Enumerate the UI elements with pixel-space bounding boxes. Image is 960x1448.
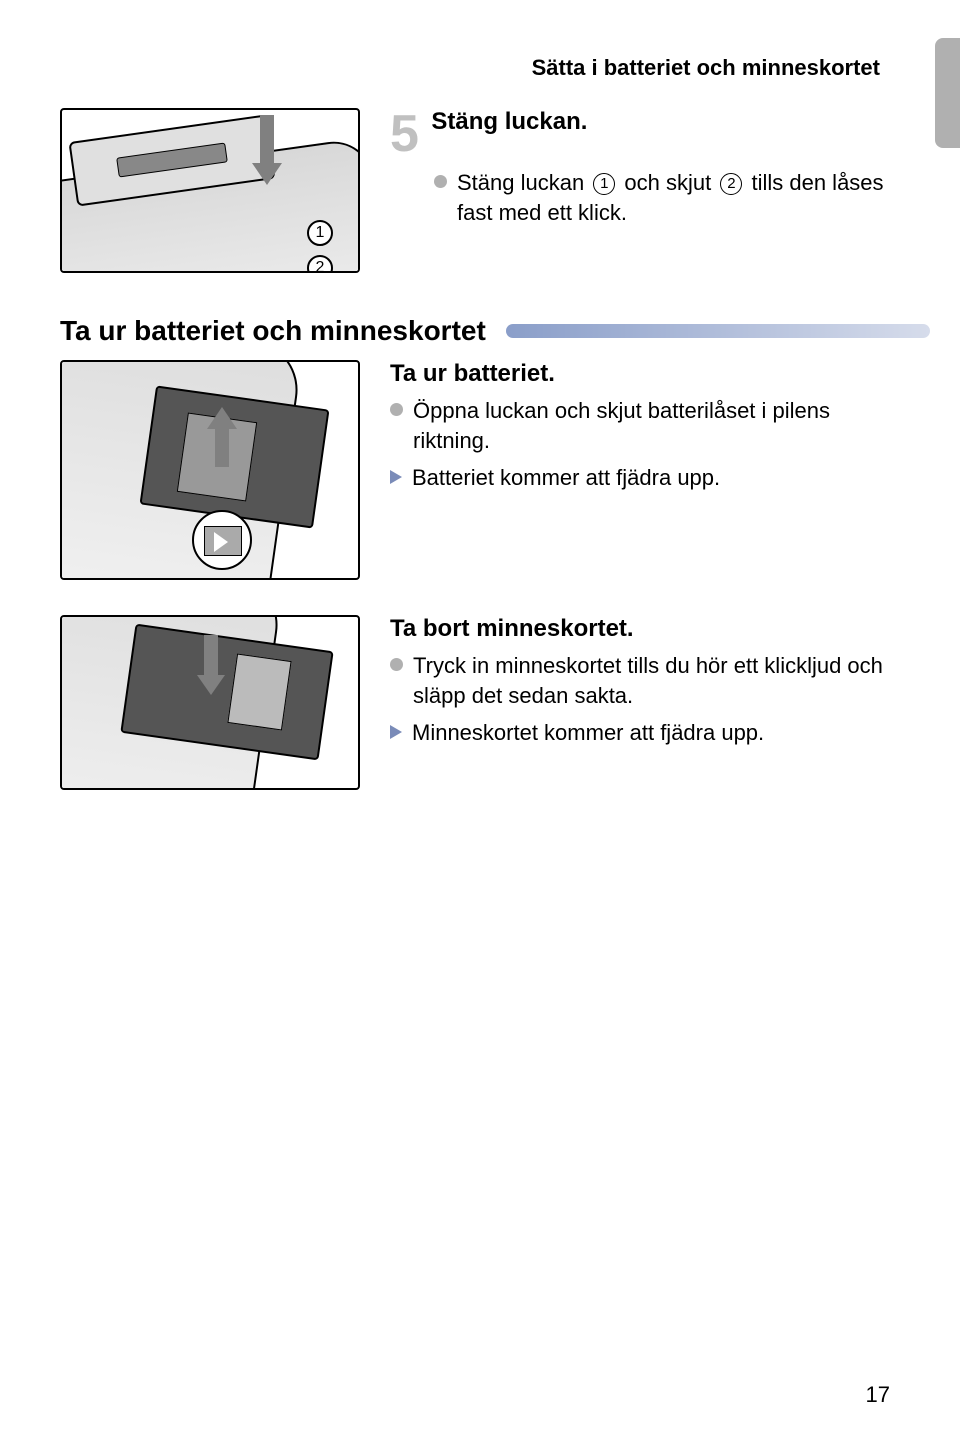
remove-card-text: Ta bort minneskortet. Tryck in minneskor…	[390, 615, 900, 748]
zoom-detail-circle	[192, 510, 252, 570]
step5-text: 5 Stäng luckan. Stäng luckan 1 och skjut…	[390, 108, 900, 227]
step5-title: Stäng luckan.	[431, 108, 587, 135]
remove-battery-text: Ta ur batteriet. Öppna luckan och skjut …	[390, 360, 900, 493]
callout-1: 1	[307, 220, 333, 246]
step5-description: Stäng luckan 1 och skjut 2 tills den lås…	[457, 168, 900, 227]
up-arrow-icon	[207, 407, 237, 467]
inline-ref-1: 1	[593, 173, 615, 195]
section-heading-row: Ta ur batteriet och minneskortet	[60, 315, 930, 347]
remove-battery-illustration	[60, 360, 360, 580]
inline-ref-2: 2	[720, 173, 742, 195]
remove-battery-title: Ta ur batteriet.	[390, 360, 900, 388]
section-tab-marker	[935, 38, 960, 148]
page-header: Sätta i batteriet och minneskortet	[532, 55, 880, 81]
remove-card-title: Ta bort minneskortet.	[390, 615, 900, 643]
remove-card-line2: Minneskortet kommer att fjädra upp.	[412, 718, 764, 748]
heading-bar	[506, 324, 930, 338]
remove-card-illustration	[60, 615, 360, 790]
down-arrow-icon	[252, 115, 282, 185]
gray-bullet-icon	[434, 175, 447, 188]
section-heading: Ta ur batteriet och minneskortet	[60, 315, 486, 347]
page-number: 17	[866, 1382, 890, 1408]
gray-bullet-icon	[390, 658, 403, 671]
blue-triangle-icon	[390, 725, 402, 739]
remove-battery-line2: Batteriet kommer att fjädra upp.	[412, 463, 720, 493]
remove-card-block: Ta bort minneskortet. Tryck in minneskor…	[60, 615, 900, 790]
step5-illustration: 1 2	[60, 108, 360, 273]
step-number-5: 5	[390, 108, 419, 160]
gray-bullet-icon	[390, 403, 403, 416]
blue-triangle-icon	[390, 470, 402, 484]
remove-battery-line1: Öppna luckan och skjut batterilåset i pi…	[413, 396, 900, 455]
step5-block: 1 2 5 Stäng luckan. Stäng luckan 1 och s…	[60, 108, 900, 273]
remove-card-line1: Tryck in minneskortet tills du hör ett k…	[413, 651, 900, 710]
push-down-arrow-icon	[197, 635, 225, 695]
remove-battery-block: Ta ur batteriet. Öppna luckan och skjut …	[60, 360, 900, 580]
